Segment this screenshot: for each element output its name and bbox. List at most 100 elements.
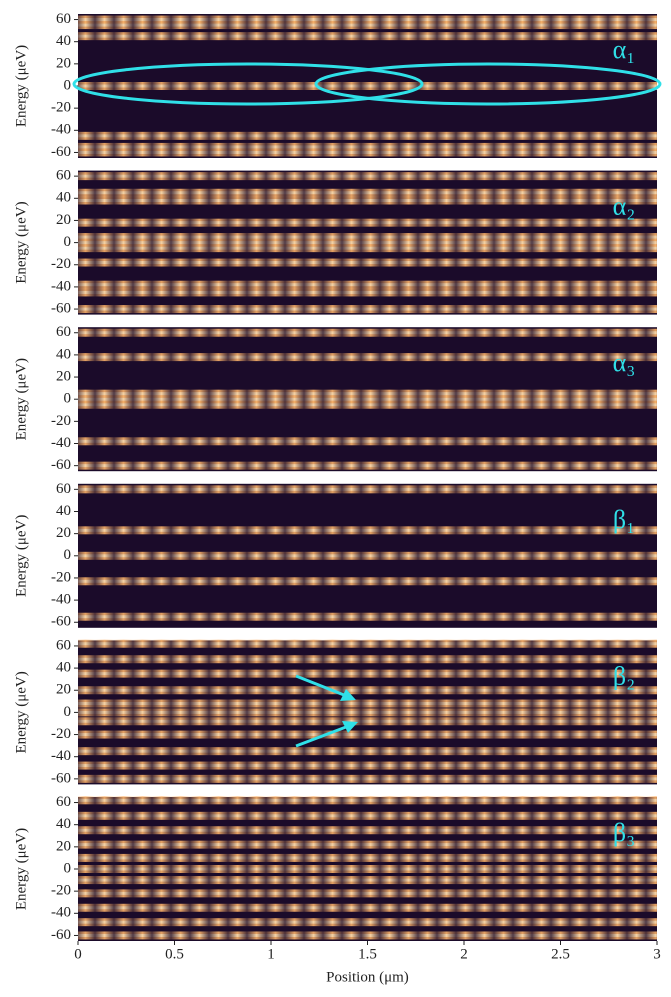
y-tick-label: 0: [64, 547, 72, 563]
y-tick-label: 20: [56, 368, 71, 384]
energy-band-core: [78, 579, 657, 583]
y-tick-label: -60: [51, 457, 71, 473]
energy-band-core: [78, 528, 657, 532]
panel-label: α₃: [613, 348, 636, 377]
energy-band-core: [78, 355, 657, 359]
energy-band-core: [78, 283, 657, 287]
energy-band-core: [78, 642, 657, 646]
y-axis-label: Energy (μeV): [13, 201, 29, 283]
x-axis-label: Position (μm): [326, 969, 409, 985]
y-tick-label: -40: [51, 748, 71, 764]
y-tick-label: -60: [51, 927, 71, 943]
energy-band-core: [78, 856, 657, 860]
y-tick-label: 20: [56, 525, 71, 541]
y-tick-label: -20: [51, 100, 71, 116]
panel: -60 -40 -20 0 20 40 60 Energy (μeV) β₃ 0 0.5 1 1.5 2 2…: [13, 794, 660, 985]
energy-band-core: [78, 777, 657, 781]
y-tick-label: 20: [56, 55, 71, 71]
y-axis-label: Energy (μeV): [13, 828, 29, 910]
panel: -60 -40 -20 0 20 40 60 Energy (μeV) α₃: [13, 324, 657, 473]
bands: [78, 485, 657, 621]
y-tick-label: 40: [56, 346, 71, 362]
energy-band-core: [78, 290, 657, 294]
y-tick-label: -60: [51, 770, 71, 786]
y-tick-label: 60: [56, 637, 71, 653]
energy-band-core: [78, 392, 657, 396]
arrow-head: [342, 721, 358, 733]
energy-band-core: [78, 843, 657, 847]
y-tick-label: -20: [51, 726, 71, 742]
bands: [78, 15, 657, 157]
energy-band-core: [78, 150, 657, 154]
energy-band-core: [78, 134, 657, 138]
y-tick-label: 40: [56, 816, 71, 832]
y-tick-label: -40: [51, 122, 71, 138]
x-tick-label: 2.5: [551, 946, 570, 962]
y-tick-label: 60: [56, 324, 71, 340]
x-tick-label: 1.5: [358, 946, 377, 962]
ellipse-annotation: [314, 62, 662, 106]
energy-band-core: [78, 710, 657, 714]
energy-band-core: [78, 719, 657, 723]
energy-band-core: [78, 191, 657, 195]
energy-band-core: [78, 920, 657, 924]
bands: [78, 172, 657, 314]
panel-label: α₁: [613, 35, 636, 64]
bands: [78, 796, 657, 940]
y-tick-label: 40: [56, 660, 71, 676]
y-tick-label: -60: [51, 300, 71, 316]
energy-band-core: [78, 933, 657, 937]
y-tick-label: -20: [51, 569, 71, 585]
bands: [78, 328, 657, 470]
y-tick-label: -20: [51, 413, 71, 429]
y-tick-label: -20: [51, 883, 71, 899]
energy-band-core: [78, 906, 657, 910]
energy-band-core: [78, 749, 657, 753]
y-tick-label: 0: [64, 77, 72, 93]
y-tick-label: -20: [51, 256, 71, 272]
energy-band-core: [78, 702, 657, 706]
energy-band-core: [78, 733, 657, 737]
y-axis-label: Energy (μeV): [13, 515, 29, 597]
energy-band-core: [78, 397, 657, 401]
y-tick-label: -40: [51, 278, 71, 294]
y-axis-label: Energy (μeV): [13, 358, 29, 440]
panel-label: β₃: [613, 818, 635, 847]
energy-band-core: [78, 331, 657, 335]
y-tick-label: 20: [56, 212, 71, 228]
bands: [78, 639, 657, 783]
energy-band-core: [78, 84, 657, 88]
annotations: [72, 62, 662, 748]
ellipse-annotation: [72, 62, 424, 106]
panel-label: α₂: [613, 192, 636, 221]
energy-band-core: [78, 615, 657, 619]
energy-band-core: [78, 439, 657, 443]
y-tick-label: 40: [56, 503, 71, 519]
y-tick-label: 0: [64, 704, 72, 720]
energy-band-core: [78, 688, 657, 692]
energy-band-core: [78, 814, 657, 818]
y-tick-label: 20: [56, 838, 71, 854]
y-tick-label: -60: [51, 144, 71, 160]
y-axis-label: Energy (μeV): [13, 671, 29, 753]
y-tick-label: 0: [64, 391, 72, 407]
energy-band-core: [78, 403, 657, 407]
energy-band-core: [78, 554, 657, 558]
panel-label: β₁: [613, 505, 635, 534]
energy-band-core: [78, 199, 657, 203]
panel: -60 -40 -20 0 20 40 60 Energy (μeV) β₁: [13, 481, 657, 630]
energy-band-core: [78, 867, 657, 871]
energy-band-core: [78, 798, 657, 802]
y-tick-label: -40: [51, 905, 71, 921]
x-tick-label: 0: [74, 946, 82, 962]
x-tick-label: 0.5: [165, 946, 184, 962]
energy-band-core: [78, 221, 657, 225]
y-tick-label: 0: [64, 234, 72, 250]
y-tick-label: 60: [56, 168, 71, 184]
energy-band-core: [78, 878, 657, 882]
energy-band-core: [78, 464, 657, 468]
energy-band-core: [78, 891, 657, 895]
y-tick-label: 60: [56, 481, 71, 497]
energy-band-core: [78, 672, 657, 676]
